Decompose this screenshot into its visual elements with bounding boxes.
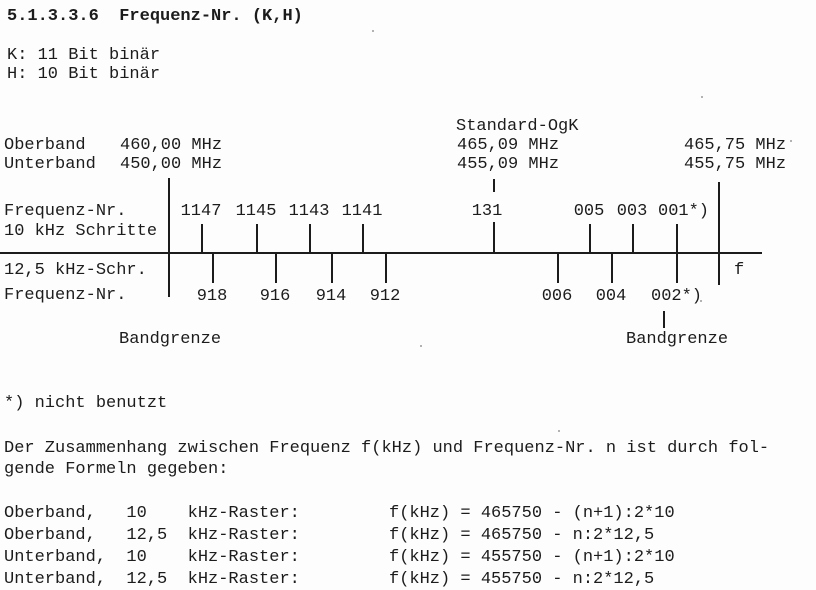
- tick-125khz-raster: [275, 254, 277, 283]
- band-edge-line-left: [168, 178, 170, 297]
- freq-nr-125khz: 914: [315, 287, 347, 306]
- freq-nr-125khz: 912: [369, 287, 401, 306]
- standard-ogk-label: Standard-OgK: [456, 117, 579, 136]
- tick-10khz-raster: [676, 224, 678, 252]
- section-title: 5.1.3.3.6 Frequenz-Nr. (K,H): [7, 7, 303, 26]
- tick-125khz-raster: [557, 254, 559, 283]
- band-name-oberband: Oberband: [4, 136, 86, 155]
- paragraph-line-1: Der Zusammenhang zwischen Frequenz f(kHz…: [4, 439, 770, 458]
- row-125khz-label-2: Frequenz-Nr.: [4, 286, 127, 305]
- formula-expression: f(kHz) = 455750 - (n+1):2*10: [389, 548, 675, 567]
- scan-speckle: [700, 300, 702, 302]
- freq-nr-10khz: 131: [471, 202, 503, 221]
- tick-10khz-raster: [309, 224, 311, 252]
- ogk-pointer-line: [493, 179, 495, 192]
- scan-speckle: [701, 96, 703, 98]
- band-end-oberband: 465,75 MHz: [684, 136, 787, 155]
- freq-nr-10khz: 1145: [235, 202, 277, 221]
- tick-10khz-raster: [589, 224, 591, 252]
- paragraph-line-2: gende Formeln gegeben:: [4, 460, 229, 479]
- tick-125khz-raster: [611, 254, 613, 283]
- definition-h: H: 10 Bit binär: [7, 65, 161, 84]
- frequency-axis-line: [0, 252, 762, 254]
- tick-125khz-raster: [385, 254, 387, 283]
- definition-k: K: 11 Bit binär: [7, 46, 161, 65]
- band-name-unterband: Unterband: [4, 155, 96, 174]
- tick-10khz-raster: [201, 224, 203, 252]
- band-edge-line-right: [718, 182, 720, 285]
- formula-expression: f(kHz) = 465750 - (n+1):2*10: [389, 504, 675, 523]
- formula-expression: f(kHz) = 455750 - n:2*12,5: [389, 570, 655, 589]
- row-125khz-label-1: 12,5 kHz-Schr.: [4, 261, 147, 280]
- freq-nr-125khz: 918: [196, 287, 228, 306]
- freq-nr-10khz: 005: [573, 202, 605, 221]
- freq-nr-125khz: 002*): [651, 287, 703, 306]
- freq-nr-125khz: 916: [259, 287, 291, 306]
- formula-label: Oberband, 12,5 kHz-Raster:: [4, 526, 300, 545]
- footnote: *) nicht benutzt: [4, 394, 168, 413]
- freq-nr-10khz: 1143: [288, 202, 330, 221]
- band-ogk-oberband: 465,09 MHz: [457, 136, 560, 155]
- axis-f-label: f: [734, 261, 745, 280]
- row-10khz-label-2: 10 kHz Schritte: [4, 222, 158, 241]
- tick-10khz-raster: [632, 224, 634, 252]
- freq-nr-125khz: 006: [541, 287, 573, 306]
- row-10khz-label-1: Frequenz-Nr.: [4, 202, 127, 221]
- tick-125khz-raster: [676, 254, 678, 283]
- freq-nr-10khz: 003: [616, 202, 648, 221]
- band-ogk-unterband: 455,09 MHz: [457, 155, 560, 174]
- freq-nr-125khz: 004: [595, 287, 627, 306]
- scan-speckle: [558, 430, 560, 432]
- band-start-oberband: 460,00 MHz: [120, 136, 223, 155]
- band-edge-label-left: Bandgrenze: [119, 330, 222, 349]
- scan-speckle: [790, 140, 792, 142]
- band-end-unterband: 455,75 MHz: [684, 155, 787, 174]
- scan-speckle: [372, 30, 374, 32]
- freq-nr-10khz: 1147: [180, 202, 222, 221]
- tick-10khz-raster: [493, 222, 495, 252]
- freq-nr-10khz: 1141: [341, 202, 383, 221]
- formula-label: Unterband, 12,5 kHz-Raster:: [4, 570, 300, 589]
- tick-125khz-raster: [212, 254, 214, 283]
- tick-10khz-raster: [362, 224, 364, 252]
- formula-label: Oberband, 10 kHz-Raster:: [4, 504, 300, 523]
- band-edge-label-right: Bandgrenze: [626, 330, 729, 349]
- tick-10khz-raster: [256, 224, 258, 252]
- band-edge-pointer-line: [663, 311, 665, 328]
- freq-nr-10khz: 001*): [658, 202, 710, 221]
- scan-speckle: [420, 345, 422, 347]
- formula-expression: f(kHz) = 465750 - n:2*12,5: [389, 526, 655, 545]
- formula-label: Unterband, 10 kHz-Raster:: [4, 548, 300, 567]
- band-start-unterband: 450,00 MHz: [120, 155, 223, 174]
- tick-125khz-raster: [331, 254, 333, 283]
